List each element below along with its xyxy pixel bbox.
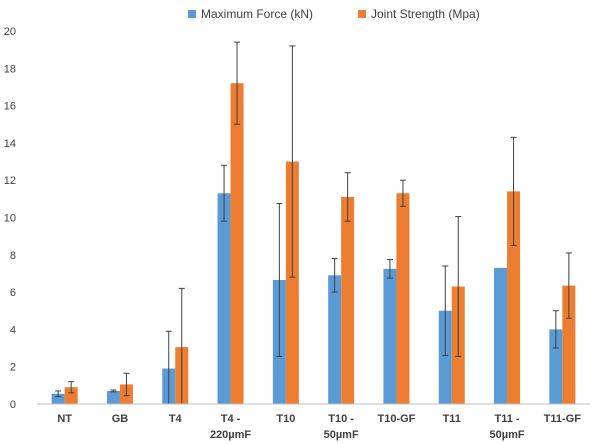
x-tick-label: T4 bbox=[169, 413, 183, 425]
x-axis: NT GB T4 T4 - 220µmF T10 T10 - 50µmF T10-GF T11 T1… bbox=[37, 403, 590, 441]
legend-swatch-maximum-force bbox=[188, 10, 196, 18]
y-tick-label: 0 bbox=[10, 399, 16, 411]
x-tick-label: T4 - bbox=[221, 413, 241, 425]
bar-maximum-force-1 bbox=[106, 390, 120, 404]
legend-label-joint-strength: Joint Strength (Mpa) bbox=[371, 7, 480, 21]
error-bar-joint-strength-1 bbox=[123, 372, 130, 397]
error-bar-joint-strength-6 bbox=[399, 179, 406, 207]
error-bar-joint-strength-8 bbox=[510, 136, 517, 246]
bar-maximum-force-8 bbox=[494, 267, 508, 404]
x-tick-label: GB bbox=[112, 413, 129, 425]
error-bar-joint-strength-3 bbox=[234, 41, 241, 125]
bar-joint-strength-4 bbox=[285, 161, 299, 404]
x-tick-label: T10 bbox=[276, 413, 295, 425]
legend-swatch-joint-strength bbox=[358, 10, 366, 18]
y-tick-label: 14 bbox=[4, 138, 16, 150]
legend: Maximum Force (kN) Joint Strength (Mpa) bbox=[188, 7, 480, 21]
bar-joint-strength-3 bbox=[230, 83, 244, 404]
x-tick-label: 220µmF bbox=[210, 429, 251, 441]
error-bar-maximum-force-9 bbox=[552, 310, 559, 349]
x-tick-label: T10-GF bbox=[377, 413, 415, 425]
error-bar-joint-strength-0 bbox=[68, 381, 75, 394]
bar-maximum-force-9 bbox=[549, 329, 563, 404]
error-bar-joint-strength-4 bbox=[289, 45, 296, 278]
error-bar-maximum-force-7 bbox=[442, 265, 449, 357]
y-tick-label: 20 bbox=[4, 26, 16, 38]
x-tick-label: T11 - bbox=[495, 413, 520, 425]
y-tick-label: 4 bbox=[10, 324, 16, 336]
y-tick-label: 2 bbox=[10, 362, 16, 374]
error-bar-maximum-force-4 bbox=[276, 203, 283, 357]
bar-maximum-force-0 bbox=[51, 393, 65, 404]
x-tick-label: 50µmF bbox=[490, 429, 525, 441]
bar-maximum-force-6 bbox=[383, 268, 397, 404]
bar-maximum-force-7 bbox=[438, 310, 452, 404]
error-bar-maximum-force-6 bbox=[386, 258, 393, 279]
error-bar-joint-strength-9 bbox=[565, 252, 572, 319]
x-tick-label: T11-GF bbox=[544, 413, 582, 425]
error-bar-joint-strength-5 bbox=[344, 172, 351, 222]
bar-joint-strength-9 bbox=[562, 285, 576, 404]
y-tick-label: 16 bbox=[4, 101, 16, 113]
error-bars-group bbox=[55, 41, 572, 405]
bar-joint-strength-8 bbox=[507, 191, 521, 404]
y-tick-label: 18 bbox=[4, 63, 16, 75]
error-bar-joint-strength-7 bbox=[455, 216, 462, 357]
y-tick-label: 12 bbox=[4, 175, 16, 187]
error-bar-maximum-force-1 bbox=[110, 389, 117, 393]
bar-joint-strength-0 bbox=[64, 387, 78, 404]
y-axis: 0 2 4 6 8 10 12 14 16 18 20 bbox=[4, 26, 16, 411]
y-tick-label: 10 bbox=[4, 213, 16, 225]
y-tick-label: 8 bbox=[10, 250, 16, 262]
x-tick-label: T11 bbox=[443, 413, 461, 425]
x-tick-label: NT bbox=[57, 413, 72, 425]
bars-group bbox=[51, 83, 576, 404]
x-tick-label: T10 - bbox=[328, 413, 354, 425]
error-bar-maximum-force-0 bbox=[55, 390, 62, 398]
error-bar-maximum-force-5 bbox=[331, 258, 338, 293]
bar-joint-strength-5 bbox=[341, 196, 355, 404]
legend-label-maximum-force: Maximum Force (kN) bbox=[201, 7, 313, 21]
bar-maximum-force-3 bbox=[217, 193, 231, 404]
bar-maximum-force-5 bbox=[328, 275, 342, 404]
y-tick-label: 6 bbox=[10, 287, 16, 299]
bar-joint-strength-6 bbox=[396, 193, 410, 404]
error-bar-maximum-force-3 bbox=[221, 164, 228, 222]
x-tick-label: 50µmF bbox=[324, 429, 359, 441]
